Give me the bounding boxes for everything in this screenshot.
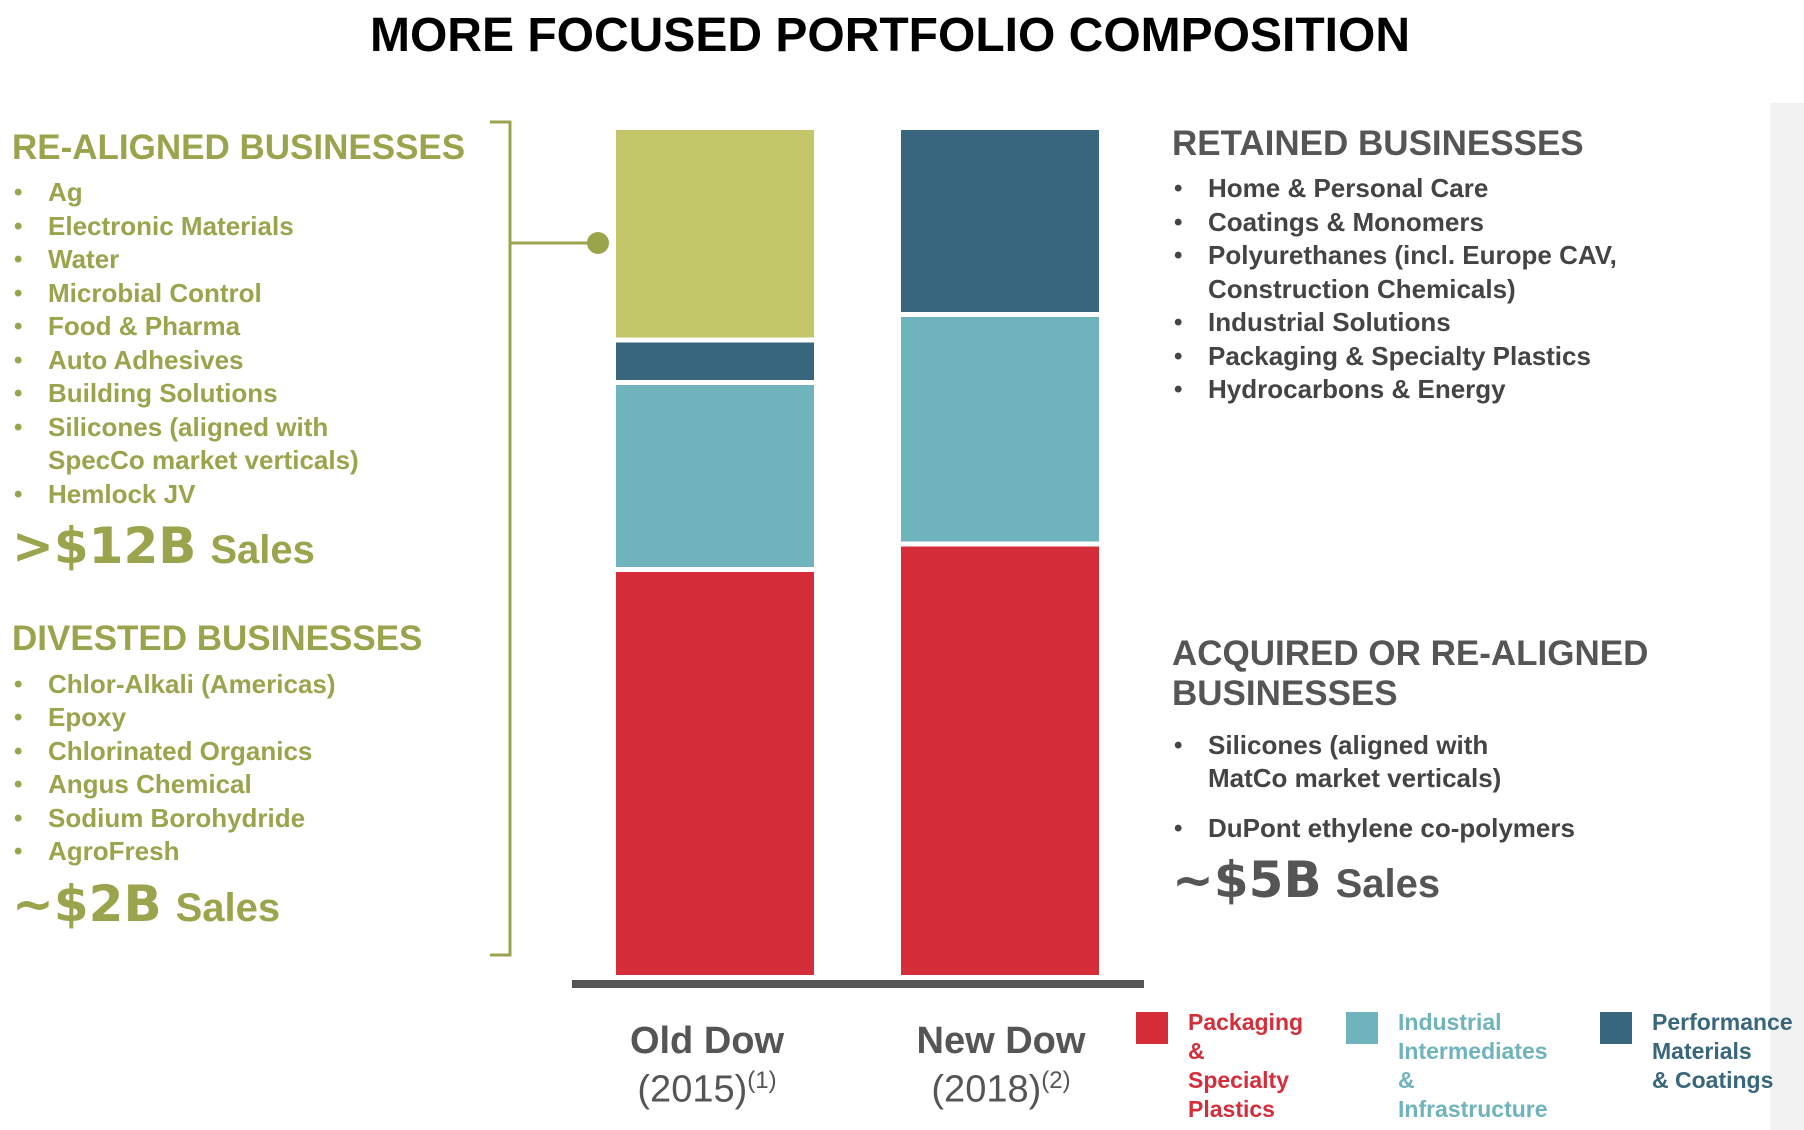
category-label-new-dow: New Dow (2018)(2) — [871, 1020, 1131, 1112]
bar-segment-old-dow-0 — [616, 572, 814, 975]
left-panel: RE-ALIGNED BUSINESSES AgElectronic Mater… — [12, 128, 512, 933]
acquired-sales-label: Sales — [1335, 862, 1441, 906]
list-item: Hydrocarbons & Energy — [1172, 373, 1772, 407]
bar-segment-new-dow-1 — [901, 317, 1099, 542]
divested-sales-label: Sales — [175, 885, 281, 930]
legend-swatch — [1136, 1012, 1168, 1044]
list-item: Home & Personal Care — [1172, 172, 1772, 206]
realigned-heading: RE-ALIGNED BUSINESSES — [12, 128, 466, 167]
acquired-list: Silicones (aligned with MatCo market ver… — [1172, 729, 1772, 846]
footnote-marker: (1) — [747, 1067, 777, 1094]
list-item: Sodium Borohydride — [12, 802, 512, 836]
list-item: Building Solutions — [12, 377, 512, 411]
list-item: DuPont ethylene co-polymers — [1172, 812, 1772, 846]
legend: Packaging & Specialty Plastics Industrial… — [1136, 1008, 1796, 1122]
side-strip — [1770, 103, 1804, 1130]
list-item: Food & Pharma — [12, 310, 512, 344]
list-item: Microbial Control — [12, 277, 512, 311]
list-item: Polyurethanes (incl. Europe CAV, Constru… — [1172, 239, 1772, 306]
list-item: Hemlock JV — [12, 478, 512, 512]
divested-sales-value: ~$2B — [12, 874, 162, 933]
list-item: Chlorinated Organics — [12, 735, 512, 769]
bar-segment-new-dow-0 — [901, 546, 1099, 975]
category-name: Old Dow — [629, 1020, 785, 1062]
list-item: Industrial Solutions — [1172, 306, 1772, 340]
bar-segment-old-dow-1 — [616, 385, 814, 567]
retained-list: Home & Personal CareCoatings & MonomersP… — [1172, 172, 1772, 407]
divested-list: Chlor-Alkali (Americas)EpoxyChlorinated … — [12, 668, 512, 869]
realigned-sales: >$12B Sales — [12, 517, 512, 575]
list-item: Auto Adhesives — [12, 344, 512, 378]
realigned-sales-value: >$12B — [12, 517, 197, 576]
category-name: New Dow — [916, 1020, 1086, 1062]
divested-sales: ~$2B Sales — [12, 875, 512, 933]
list-item: Silicones (aligned with SpecCo market ve… — [12, 411, 512, 478]
list-item: Ag — [12, 176, 512, 210]
list-item: Silicones (aligned with MatCo market ver… — [1172, 729, 1772, 796]
retained-heading: RETAINED BUSINESSES — [1172, 124, 1584, 163]
legend-swatch — [1600, 1012, 1632, 1044]
divested-heading: DIVESTED BUSINESSES — [12, 619, 423, 659]
legend-label: Performance Materials & Coatings — [1652, 1009, 1793, 1093]
legend-label: Packaging & Specialty Plastics — [1188, 1009, 1304, 1122]
legend-swatch — [1346, 1012, 1378, 1044]
footnote-marker: (2) — [1041, 1067, 1071, 1094]
acquired-heading: ACQUIRED OR RE-ALIGNED BUSINESSES — [1172, 634, 1649, 714]
list-item: Electronic Materials — [12, 210, 512, 244]
list-item: Epoxy — [12, 701, 512, 735]
realigned-sales-label: Sales — [210, 528, 315, 573]
bar-segment-old-dow-3 — [616, 130, 814, 338]
list-item: Packaging & Specialty Plastics — [1172, 340, 1772, 374]
legend-label: Industrial Intermediates & Infrastructur… — [1398, 1009, 1548, 1122]
bar-segment-new-dow-2 — [901, 130, 1099, 312]
category-year: (2018) — [931, 1068, 1042, 1111]
page-title: MORE FOCUSED PORTFOLIO COMPOSITION — [369, 9, 1410, 62]
connector-dot — [587, 232, 609, 254]
list-item: Water — [12, 243, 512, 277]
category-label-old-dow: Old Dow (2015)(1) — [577, 1020, 837, 1112]
realigned-list: AgElectronic MaterialsWaterMicrobial Con… — [12, 176, 512, 511]
list-item: Coatings & Monomers — [1172, 206, 1772, 240]
acquired-sales: ~$5B Sales — [1172, 851, 1772, 909]
bar-segment-old-dow-2 — [616, 342, 814, 380]
acquired-panel: ACQUIRED OR RE-ALIGNED BUSINESSES Silico… — [1172, 634, 1772, 909]
list-item: Angus Chemical — [12, 768, 512, 802]
list-item: AgroFresh — [12, 835, 512, 869]
retained-panel: RETAINED BUSINESSES Home & Personal Care… — [1172, 124, 1772, 407]
list-item: Chlor-Alkali (Americas) — [12, 668, 512, 702]
category-year: (2015) — [637, 1068, 748, 1111]
acquired-sales-value: ~$5B — [1172, 851, 1322, 909]
